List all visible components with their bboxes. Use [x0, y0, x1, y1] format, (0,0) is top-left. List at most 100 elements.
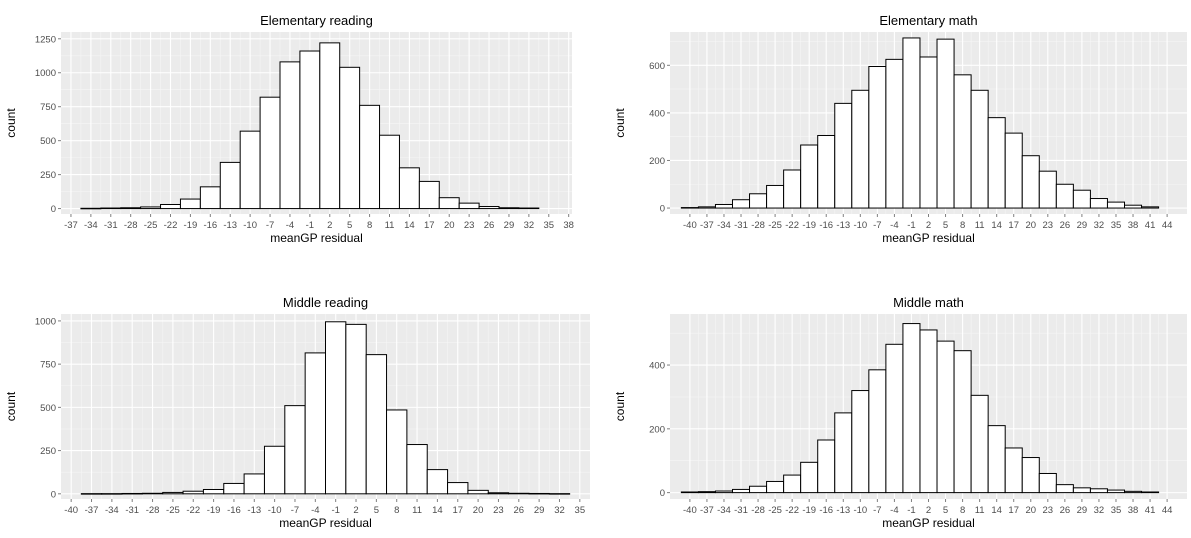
x-tick-label: 5 — [347, 220, 352, 231]
x-tick-label: 38 — [563, 220, 574, 231]
histogram-bar — [304, 352, 326, 495]
x-tick-label: -40 — [64, 505, 78, 516]
x-tick-label: -22 — [186, 505, 200, 516]
histogram-bar — [359, 104, 381, 210]
y-tick-label: 1250 — [35, 34, 56, 45]
x-tick-label: 17 — [452, 505, 463, 516]
histogram-bar — [851, 89, 870, 209]
histogram-bar — [339, 66, 361, 210]
x-tick-label: 35 — [543, 220, 554, 231]
x-tick-label: -31 — [104, 220, 118, 231]
histogram-bar — [141, 492, 164, 495]
x-tick-label: 35 — [1111, 220, 1122, 231]
x-tick-label: -7 — [873, 505, 881, 516]
x-tick-label: -1 — [907, 505, 915, 516]
histogram-bar — [426, 469, 449, 495]
histogram-bar — [199, 186, 221, 210]
histogram-bar — [714, 203, 733, 209]
x-tick-label: 23 — [493, 505, 504, 516]
x-tick-label: -19 — [207, 505, 221, 516]
histogram-bar — [101, 493, 123, 495]
histogram-bar — [80, 493, 103, 495]
x-axis-label: meanGP residual — [279, 516, 372, 530]
histogram-bar — [1021, 457, 1040, 494]
histogram-bar — [970, 394, 989, 494]
histogram-bar — [1021, 155, 1040, 209]
histogram-bar — [766, 184, 785, 209]
x-tick-label: -28 — [751, 505, 765, 516]
x-tick-label: -34 — [84, 220, 98, 231]
histogram-bar — [714, 490, 733, 494]
x-tick-label: 2 — [327, 220, 332, 231]
histogram-bar — [885, 58, 904, 209]
x-tick-label: -13 — [836, 220, 850, 231]
x-tick-label: -1 — [907, 220, 915, 231]
histogram-bar — [1106, 489, 1126, 494]
histogram-bar — [467, 489, 489, 495]
chart-svg: -37 -34 -31 -28 -25 -22 -19 -16 -13 -10 -7 -4 -1 2 5 8 1… — [4, 13, 574, 245]
x-tick-label: 35 — [575, 505, 586, 516]
x-tick-label: 26 — [513, 505, 524, 516]
x-tick-label: 17 — [1008, 220, 1019, 231]
x-tick-label: 5 — [943, 505, 948, 516]
histogram-bar — [299, 50, 321, 210]
histogram-bar — [936, 340, 955, 494]
x-tick-label: 29 — [1077, 505, 1088, 516]
x-tick-label: 38 — [1128, 505, 1139, 516]
chart-title: Elementary math — [879, 13, 977, 28]
histogram-bar — [851, 390, 870, 494]
x-tick-label: 29 — [1077, 220, 1088, 231]
histogram-bar — [379, 134, 400, 210]
y-tick-label: 400 — [649, 361, 665, 372]
x-tick-label: -37 — [700, 505, 714, 516]
histogram-bar — [259, 96, 281, 210]
y-tick-label: 1000 — [35, 68, 56, 79]
x-tick-label: 44 — [1162, 220, 1173, 231]
histogram-bar — [1038, 472, 1057, 494]
histogram-bar — [731, 488, 751, 494]
histogram-bar — [697, 206, 716, 209]
x-axis-label: meanGP residual — [882, 516, 975, 530]
histogram-bar — [487, 492, 510, 495]
histogram-bar — [1124, 490, 1143, 494]
histogram-bar — [284, 405, 306, 495]
histogram-bar — [817, 134, 836, 209]
histogram-bar — [919, 329, 938, 494]
x-tick-label: -13 — [223, 220, 237, 231]
x-tick-label: 26 — [1060, 220, 1071, 231]
x-tick-label: 26 — [484, 220, 495, 231]
x-tick-label: -16 — [203, 220, 217, 231]
x-tick-label: -22 — [164, 220, 178, 231]
histogram-bar — [1004, 132, 1023, 209]
histogram-bar — [783, 169, 802, 209]
x-tick-label: -4 — [890, 505, 898, 516]
x-tick-label: -28 — [124, 220, 138, 231]
histogram-bar — [80, 207, 102, 210]
histogram-bar — [160, 203, 181, 210]
y-axis-label: count — [4, 391, 18, 421]
histogram-bar — [182, 490, 204, 495]
x-tick-label: -7 — [873, 220, 881, 231]
x-tick-label: 8 — [367, 220, 372, 231]
x-tick-label: 14 — [404, 220, 415, 231]
x-tick-label: -16 — [227, 505, 241, 516]
x-tick-label: 5 — [374, 505, 379, 516]
x-tick-label: -28 — [751, 220, 765, 231]
histogram-bar — [120, 207, 142, 210]
histogram-bar — [697, 491, 716, 494]
x-tick-label: 20 — [1025, 505, 1036, 516]
chart-title: Middle reading — [283, 295, 368, 310]
histogram-bar — [1072, 487, 1091, 494]
histogram-middle-reading: -40 -37 -34 -31 -28 -25 -22 -19 -16 -13 -10 -7 -4 -1 2… — [0, 266, 595, 533]
chart-svg: -40 -37 -34 -31 -28 -25 -22 -19 -16 -13 -10 -7 -4 -1 2… — [613, 13, 1187, 245]
x-tick-label: -1 — [331, 505, 339, 516]
histogram-bar — [800, 461, 819, 494]
y-tick-label: 250 — [40, 446, 56, 457]
x-tick-label: -25 — [768, 505, 782, 516]
histogram-bar — [325, 321, 347, 495]
histogram-bar — [834, 102, 853, 209]
x-tick-label: 23 — [1043, 220, 1054, 231]
x-tick-label: -22 — [785, 505, 799, 516]
histogram-bar — [680, 491, 699, 494]
y-tick-label: 0 — [51, 489, 56, 500]
